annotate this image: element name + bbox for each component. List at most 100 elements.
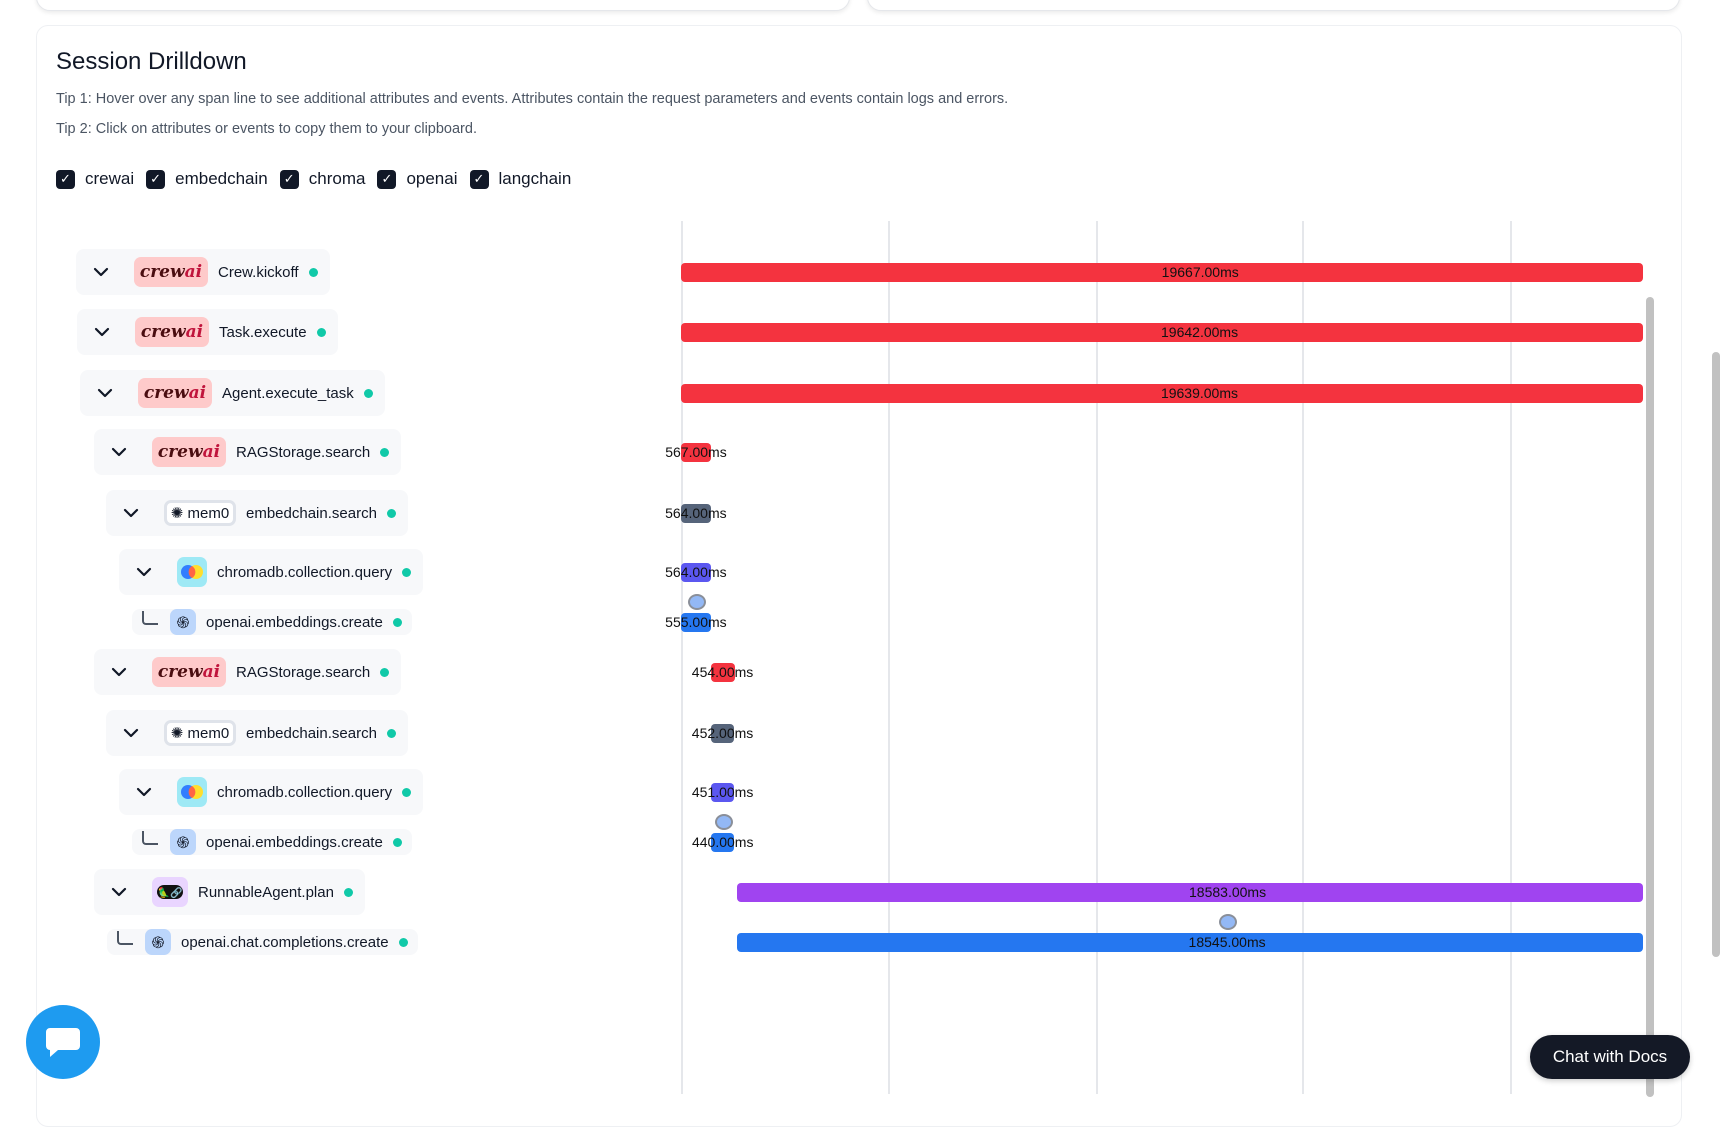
span-duration-label: 451.00ms — [691, 784, 754, 800]
crewai-logo-icon: crew ai — [138, 378, 212, 408]
chroma-logo-icon — [177, 777, 207, 807]
support-chat-button[interactable] — [26, 1005, 100, 1079]
span-row[interactable]: crew ai Crew.kickoff — [76, 249, 330, 295]
span-row[interactable]: ✺ mem0 embedchain.search — [106, 710, 408, 756]
chevron-down-icon[interactable] — [108, 881, 130, 903]
span-duration-label: 440.00ms — [691, 834, 754, 850]
span-bar[interactable] — [681, 613, 711, 632]
event-bubble-icon[interactable] — [714, 814, 733, 830]
chevron-down-icon[interactable] — [94, 382, 116, 404]
event-bubble-icon[interactable] — [1219, 914, 1238, 930]
tip-2: Tip 2: Click on attributes or events to … — [56, 121, 477, 137]
span-row[interactable]: crew ai Task.execute — [77, 309, 338, 355]
checkbox-checked-icon[interactable]: ✓ — [279, 169, 299, 189]
timeline-scrollbar[interactable] — [1646, 297, 1654, 1097]
span-bar[interactable] — [681, 323, 1643, 342]
span-name: embedchain.search — [246, 724, 377, 742]
crewai-logo-icon: crew ai — [135, 317, 209, 347]
span-row[interactable]: crew ai Agent.execute_task — [80, 370, 385, 416]
status-dot — [380, 447, 390, 457]
openai-logo-icon: ֍ — [170, 829, 196, 855]
timeline-gridline — [1302, 221, 1304, 1094]
span-bar[interactable] — [681, 384, 1643, 403]
span-name: openai.embeddings.create — [206, 833, 383, 851]
svg-text:🦜🔗: 🦜🔗 — [158, 886, 183, 899]
span-bar[interactable] — [710, 724, 735, 743]
checkbox-checked-icon[interactable]: ✓ — [377, 169, 397, 189]
tree-connector — [142, 611, 158, 625]
filter-label: openai — [406, 169, 458, 188]
span-row[interactable]: chromadb.collection.query — [119, 549, 424, 595]
filter-chroma[interactable]: ✓ chroma — [279, 169, 366, 189]
span-bar[interactable] — [681, 563, 711, 582]
langchain-logo-icon: 🦜🔗 — [152, 877, 188, 907]
span-row[interactable]: ֍ openai.embeddings.create — [132, 829, 412, 855]
status-dot — [392, 617, 402, 627]
span-name: embedchain.search — [246, 504, 377, 522]
span-name: Crew.kickoff — [218, 263, 299, 281]
span-bar[interactable] — [711, 833, 735, 852]
openai-logo-icon: ֍ — [170, 609, 196, 635]
chevron-down-icon[interactable] — [90, 261, 112, 283]
span-name: chromadb.collection.query — [217, 563, 393, 581]
status-dot — [398, 937, 408, 947]
chevron-down-icon[interactable] — [120, 722, 142, 744]
span-name: RAGStorage.search — [236, 663, 371, 681]
event-bubble-icon[interactable] — [687, 594, 706, 610]
span-name: RAGStorage.search — [236, 443, 371, 461]
chat-with-docs-button[interactable]: Chat with Docs — [1530, 1035, 1690, 1079]
timeline-gridline — [888, 221, 890, 1094]
span-name: RunnableAgent.plan — [198, 883, 334, 901]
chevron-down-icon[interactable] — [91, 321, 113, 343]
chevron-down-icon[interactable] — [108, 441, 130, 463]
span-duration-label: 19667.00ms — [1161, 264, 1239, 280]
filter-label: crewai — [85, 169, 135, 188]
checkbox-checked-icon[interactable]: ✓ — [469, 169, 489, 189]
filter-label: chroma — [308, 169, 366, 188]
span-bar[interactable] — [737, 933, 1643, 952]
timeline-gridline — [1096, 221, 1098, 1094]
span-duration-label: 567.00ms — [665, 444, 727, 460]
span-name: Task.execute — [219, 323, 307, 341]
tip-1: Tip 1: Hover over any span line to see a… — [56, 91, 1009, 107]
span-duration-label: 18545.00ms — [1188, 934, 1266, 950]
chevron-down-icon[interactable] — [133, 561, 155, 583]
chevron-down-icon[interactable] — [133, 781, 155, 803]
chroma-logo-icon — [177, 557, 207, 587]
status-dot — [402, 787, 412, 797]
span-bar[interactable] — [681, 504, 711, 523]
span-name: openai.chat.completions.create — [181, 933, 389, 951]
status-dot — [363, 388, 373, 398]
span-duration-label: 555.00ms — [665, 614, 727, 630]
span-row[interactable]: ֍ openai.chat.completions.create — [107, 929, 418, 955]
span-row[interactable]: crew ai RAGStorage.search — [94, 429, 402, 475]
status-dot — [316, 327, 326, 337]
checkbox-checked-icon[interactable]: ✓ — [56, 169, 75, 189]
crewai-logo-icon: crew ai — [152, 657, 226, 687]
chevron-down-icon[interactable] — [120, 502, 142, 524]
crewai-logo-icon: crew ai — [152, 437, 226, 467]
span-duration-label: 454.00ms — [691, 664, 754, 680]
span-duration-label: 18583.00ms — [1189, 884, 1267, 900]
chevron-down-icon[interactable] — [108, 661, 130, 683]
page-title: Session Drilldown — [56, 48, 247, 75]
filter-embedchain[interactable]: ✓ embedchain — [146, 169, 268, 189]
filter-langchain[interactable]: ✓ langchain — [469, 169, 571, 189]
span-bar[interactable] — [710, 663, 735, 682]
span-row[interactable]: 🦜🔗 RunnableAgent.plan — [94, 869, 365, 915]
filter-crewai[interactable]: ✓ crewai — [56, 169, 134, 189]
span-row[interactable]: crew ai RAGStorage.search — [94, 649, 402, 695]
status-dot — [392, 837, 402, 847]
filter-openai[interactable]: ✓ openai — [377, 169, 458, 189]
span-row[interactable]: ֍ openai.embeddings.create — [132, 609, 412, 635]
span-bar[interactable] — [681, 443, 711, 462]
span-row[interactable]: ✺ mem0 embedchain.search — [106, 490, 408, 536]
span-name: openai.embeddings.create — [206, 613, 383, 631]
span-row[interactable]: chromadb.collection.query — [119, 769, 424, 815]
page-scrollbar[interactable] — [1712, 352, 1720, 957]
span-bar[interactable] — [736, 883, 1643, 902]
checkbox-checked-icon[interactable]: ✓ — [146, 169, 166, 189]
span-duration-label: 19639.00ms — [1160, 385, 1238, 401]
span-bar[interactable] — [681, 263, 1643, 282]
span-bar[interactable] — [710, 783, 735, 802]
